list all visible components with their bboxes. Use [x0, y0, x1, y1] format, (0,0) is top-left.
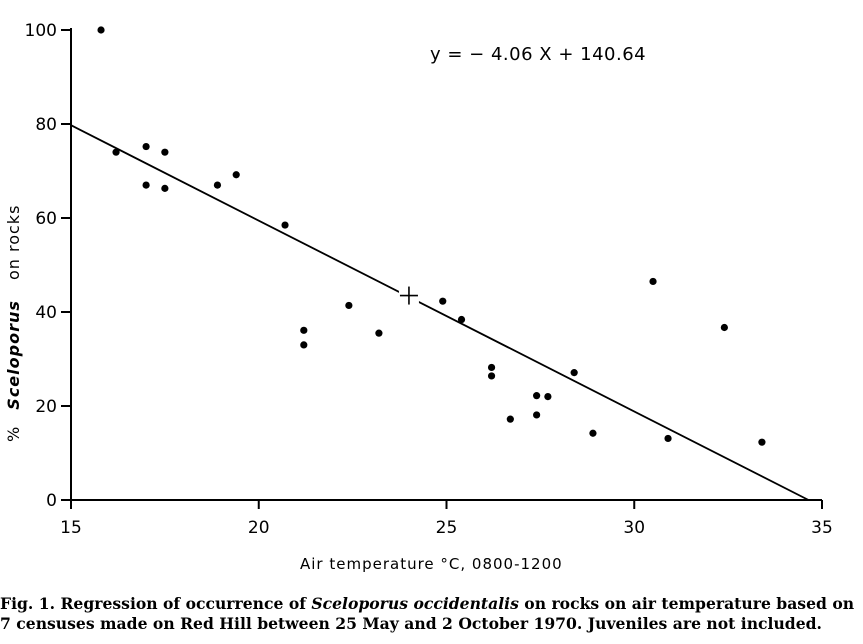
- caption-line-2: 7 censuses made on Red Hill between 25 M…: [0, 614, 822, 633]
- data-point: [506, 415, 514, 423]
- regression-line: [70, 124, 809, 501]
- x-tick-label: 25: [436, 518, 458, 538]
- data-point: [161, 148, 169, 156]
- data-point: [544, 393, 552, 401]
- data-point: [533, 392, 541, 400]
- y-axis-title-prefix: %: [4, 426, 23, 442]
- data-point: [161, 184, 169, 192]
- data-point: [649, 277, 657, 286]
- regression-equation: y = − 4.06 X + 140.64: [430, 44, 646, 65]
- data-point: [487, 372, 496, 380]
- data-point: [533, 411, 541, 419]
- data-point: [232, 171, 240, 179]
- x-tick-label: 35: [811, 518, 833, 538]
- data-point: [345, 301, 353, 310]
- axes: [70, 28, 822, 501]
- data-point: [300, 341, 308, 349]
- figure-caption: Fig. 1. Regression of occurrence of Scel…: [0, 594, 863, 642]
- ticks: 15 20 25 30 35 0 20 40 60 80 100: [25, 21, 833, 538]
- data-point: [300, 326, 308, 334]
- caption-line-1-end: on rocks on air temperature based on: [518, 594, 855, 613]
- y-tick-label: 60: [35, 209, 57, 229]
- data-point: [142, 181, 150, 189]
- data-point: [664, 434, 672, 443]
- data-point: [570, 369, 578, 377]
- data-point: [213, 181, 222, 189]
- y-axis-title-suffix: on rocks: [4, 205, 23, 280]
- caption-line-1-start: Fig. 1. Regression of occurrence of: [0, 594, 312, 613]
- y-axis-title-species: Sceloporus: [4, 300, 23, 410]
- y-tick-label: 0: [46, 491, 57, 511]
- svg-text:% Sceloporus on ro: % Sceloporus on rocks: [4, 205, 23, 442]
- regression-group: [70, 124, 809, 501]
- data-point: [589, 429, 597, 437]
- data-point: [142, 142, 150, 151]
- caption-species-name: Sceloporus occidentalis: [311, 594, 519, 613]
- data-point: [439, 297, 447, 305]
- data-point: [375, 329, 383, 337]
- caption-line-1: Fig. 1. Regression of occurrence of Scel…: [0, 594, 863, 614]
- y-tick-label: 20: [35, 397, 57, 417]
- data-point: [281, 221, 289, 229]
- x-tick-label: 15: [60, 518, 82, 538]
- data-point: [97, 26, 105, 34]
- x-tick-label: 30: [623, 518, 645, 538]
- y-tick-label: 100: [25, 21, 57, 41]
- data-point: [112, 148, 120, 156]
- y-tick-label: 40: [35, 303, 57, 323]
- data-point: [487, 363, 496, 372]
- x-tick-label: 20: [248, 518, 270, 538]
- regression-scatter-chart: 15 20 25 30 35 0 20 40 60 80 100 y = − 4.06 X + 14…: [4, 21, 833, 573]
- data-point: [758, 438, 766, 446]
- data-points: [97, 26, 766, 446]
- x-axis-title: Air temperature °C, 0800-1200: [300, 555, 563, 573]
- data-point: [720, 323, 728, 332]
- data-point: [457, 315, 466, 324]
- y-axis-title: % Sceloporus on rocks: [4, 205, 23, 442]
- y-tick-label: 80: [35, 115, 57, 135]
